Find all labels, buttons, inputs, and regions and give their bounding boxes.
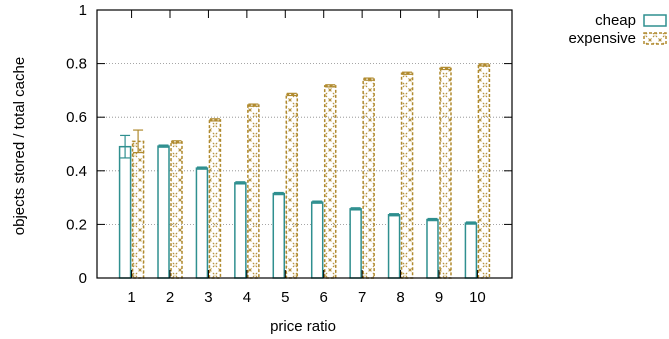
bars [118, 63, 491, 279]
legend-swatch-expensive [643, 32, 667, 45]
bar-expensive [323, 85, 337, 279]
bar-cheap [195, 167, 209, 279]
bar-expensive [362, 78, 375, 279]
legend: cheap expensive [568, 12, 667, 47]
y-tick-label: 0.8 [66, 56, 87, 73]
bar-expensive [208, 119, 222, 279]
bar-cheap [272, 192, 286, 279]
bar-expensive [477, 64, 491, 279]
y-tick-label: 1 [79, 2, 87, 19]
y-tick-label: 0.6 [66, 109, 87, 126]
bar-cheap [118, 145, 132, 279]
x-tick-label: 4 [243, 289, 251, 306]
bar-expensive [131, 140, 145, 279]
bar-expensive [285, 93, 299, 279]
bar-cheap [349, 208, 362, 279]
bar-expensive [247, 104, 260, 279]
legend-label-cheap: cheap [595, 12, 636, 29]
bar-cheap [310, 201, 324, 279]
tick-labels: 0 0.2 0.4 0.6 0.8 1 1 2 3 4 5 6 7 8 9 10 [66, 2, 486, 306]
x-tick-label: 7 [358, 289, 366, 306]
axes [96, 9, 513, 279]
y-axis-label: objects stored / total cache [11, 57, 28, 235]
x-tick-label: 1 [127, 289, 135, 306]
x-tick-label: 5 [281, 289, 289, 306]
x-tick-label: 3 [204, 289, 212, 306]
x-axis-label: price ratio [270, 318, 336, 335]
x-tick-label: 9 [435, 289, 443, 306]
x-tick-label: 2 [166, 289, 174, 306]
bar-cheap [157, 145, 170, 279]
bar-cheap [234, 182, 247, 279]
bar-expensive [439, 67, 452, 279]
legend-swatch-cheap [643, 14, 667, 27]
plot-frame [96, 9, 513, 279]
y-tick-label: 0.4 [66, 163, 87, 180]
bar-expensive [400, 72, 414, 279]
bar-cheap [387, 214, 401, 279]
y-tick-label: 0 [79, 270, 87, 287]
bar-expensive [170, 141, 183, 279]
x-tick-label: 6 [320, 289, 328, 306]
x-tick-label: 10 [469, 289, 486, 306]
legend-label-expensive: expensive [568, 30, 636, 47]
bar-cheap [426, 218, 439, 279]
bar-cheap [464, 222, 478, 279]
x-tick-label: 8 [396, 289, 404, 306]
y-tick-label: 0.2 [66, 216, 87, 233]
